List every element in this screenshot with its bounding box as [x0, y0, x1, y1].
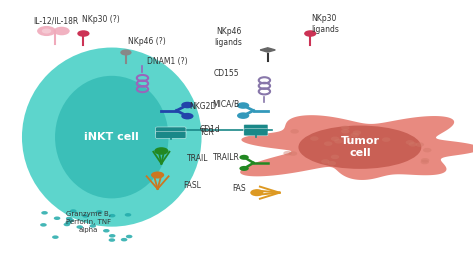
Circle shape [41, 211, 48, 215]
Circle shape [304, 30, 317, 37]
Circle shape [37, 26, 56, 36]
Circle shape [350, 133, 359, 137]
Circle shape [331, 155, 339, 159]
Polygon shape [260, 48, 275, 52]
Circle shape [120, 50, 132, 56]
Circle shape [103, 229, 109, 232]
Circle shape [289, 151, 297, 156]
Polygon shape [240, 115, 474, 180]
Text: FAS: FAS [232, 184, 246, 193]
Circle shape [68, 218, 74, 222]
Circle shape [76, 225, 83, 229]
Text: NKp46
ligands: NKp46 ligands [214, 27, 242, 47]
FancyBboxPatch shape [156, 127, 186, 134]
FancyBboxPatch shape [156, 131, 186, 138]
Circle shape [42, 28, 51, 34]
Circle shape [66, 217, 73, 220]
Text: NKp46 (?): NKp46 (?) [128, 37, 166, 46]
Text: MICA/B: MICA/B [212, 100, 239, 109]
Circle shape [181, 113, 193, 119]
Circle shape [109, 238, 115, 242]
Circle shape [77, 30, 90, 37]
Text: FASL: FASL [183, 181, 201, 190]
Ellipse shape [55, 76, 168, 198]
Text: TCR: TCR [200, 128, 215, 137]
Circle shape [416, 142, 424, 147]
Circle shape [382, 137, 391, 142]
Text: NKp30
ligands: NKp30 ligands [312, 14, 339, 34]
Text: TRAILR: TRAILR [212, 153, 239, 162]
Circle shape [421, 158, 429, 163]
Circle shape [406, 140, 414, 145]
FancyBboxPatch shape [244, 129, 268, 136]
Circle shape [121, 238, 128, 242]
Circle shape [151, 171, 164, 179]
Circle shape [331, 136, 339, 141]
Circle shape [96, 210, 103, 214]
Text: NKp30 (?): NKp30 (?) [82, 15, 120, 24]
Circle shape [237, 112, 249, 119]
Circle shape [155, 147, 168, 155]
Circle shape [181, 102, 193, 108]
Circle shape [239, 166, 249, 171]
Circle shape [109, 214, 116, 217]
Circle shape [54, 27, 70, 35]
Text: iNKT cell: iNKT cell [84, 132, 139, 142]
Circle shape [82, 214, 89, 218]
Circle shape [409, 142, 417, 147]
Text: IL-12/IL-18R: IL-12/IL-18R [33, 17, 78, 25]
Circle shape [310, 136, 319, 141]
Circle shape [321, 159, 329, 164]
Circle shape [250, 189, 264, 196]
Ellipse shape [299, 125, 421, 169]
Text: CD155: CD155 [214, 69, 239, 78]
FancyBboxPatch shape [244, 124, 268, 132]
Text: Granzyme B,
Perforin, TNF
alpha: Granzyme B, Perforin, TNF alpha [65, 211, 111, 233]
Circle shape [334, 139, 343, 144]
Circle shape [283, 151, 292, 155]
Circle shape [70, 209, 77, 213]
Circle shape [353, 130, 361, 135]
Text: DNAM1 (?): DNAM1 (?) [147, 57, 188, 66]
Text: CD1d: CD1d [200, 125, 220, 134]
Circle shape [237, 102, 249, 109]
Circle shape [65, 220, 72, 224]
Text: NKG2D: NKG2D [190, 102, 217, 111]
Ellipse shape [22, 47, 201, 227]
Circle shape [420, 160, 429, 164]
Circle shape [328, 161, 336, 166]
Circle shape [40, 223, 47, 227]
Circle shape [342, 135, 351, 139]
Circle shape [64, 223, 70, 226]
Circle shape [109, 234, 116, 237]
Circle shape [423, 148, 431, 152]
Circle shape [125, 213, 131, 217]
Circle shape [52, 235, 59, 239]
Circle shape [291, 129, 299, 134]
Circle shape [90, 224, 96, 228]
Text: Tumor
cell: Tumor cell [340, 136, 379, 158]
Circle shape [341, 129, 349, 134]
Circle shape [54, 216, 60, 220]
Circle shape [126, 235, 132, 238]
Circle shape [239, 155, 249, 160]
Text: TRAIL: TRAIL [187, 154, 209, 163]
Circle shape [324, 141, 332, 146]
Circle shape [341, 125, 350, 130]
